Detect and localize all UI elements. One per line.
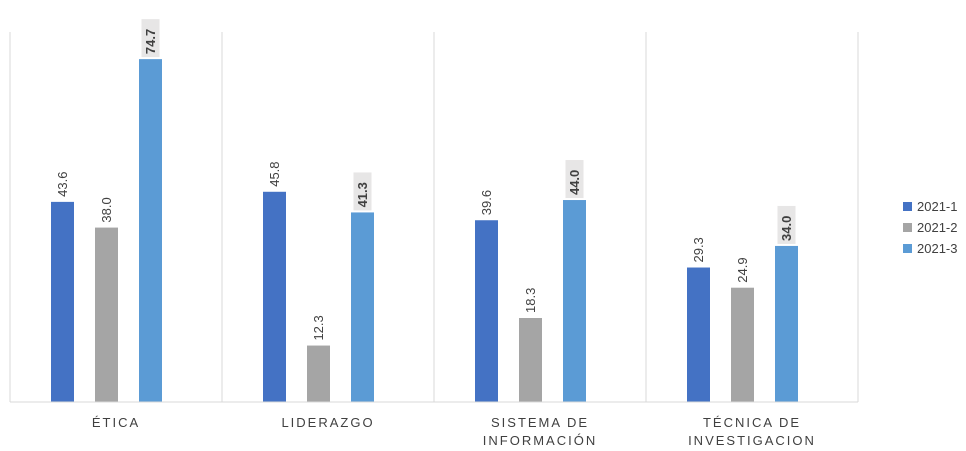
- legend-swatch-2021-3: [903, 244, 912, 253]
- data-label-background: [353, 172, 372, 211]
- data-label: 44.0: [567, 170, 582, 195]
- data-label: 38.0: [99, 197, 114, 222]
- data-label-background: [777, 205, 796, 244]
- legend-swatch-2021-2: [903, 223, 912, 232]
- bar-2021-2-2: [519, 318, 542, 402]
- bar-2021-3-2: [563, 200, 586, 402]
- legend-item-2021-1: 2021-1: [903, 196, 957, 217]
- data-label-group: 18.3: [523, 288, 538, 313]
- bars-layer: [51, 59, 798, 402]
- data-label-group: 12.3: [311, 315, 326, 340]
- data-label-group: 44.0: [565, 160, 584, 199]
- legend-item-2021-2: 2021-2: [903, 217, 957, 238]
- data-label-group: 45.8: [267, 161, 282, 186]
- legend-label-2021-3: 2021-3: [917, 241, 958, 256]
- data-labels-layer: 43.6 38.0 74.7 45.8 12.3 41.3 39.6 18.3 44.0 29.3…: [55, 19, 796, 341]
- data-label-background: [565, 160, 584, 199]
- category-label: INVESTIGACION: [688, 433, 816, 448]
- category-label: SISTEMA DE: [491, 415, 589, 430]
- bar-2021-1-2: [475, 220, 498, 402]
- bar-2021-3-0: [139, 59, 162, 402]
- data-label-group: 38.0: [99, 197, 114, 222]
- legend-label-2021-2: 2021-2: [917, 220, 958, 235]
- data-label: 18.3: [523, 288, 538, 313]
- legend-item-2021-3: 2021-3: [903, 238, 957, 259]
- data-label: 24.9: [735, 257, 750, 282]
- data-label: 39.6: [479, 190, 494, 215]
- bar-2021-3-3: [775, 245, 798, 402]
- data-label: 34.0: [779, 216, 794, 241]
- data-label: 12.3: [311, 315, 326, 340]
- bar-2021-1-1: [263, 191, 286, 402]
- category-label: LIDERAZGO: [281, 415, 374, 430]
- data-label-group: 41.3: [353, 172, 372, 211]
- data-label-background: [141, 19, 160, 58]
- bar-2021-2-0: [95, 227, 118, 402]
- bar-2021-2-1: [307, 345, 330, 402]
- data-label-group: 34.0: [777, 205, 796, 244]
- data-label-group: 24.9: [735, 257, 750, 282]
- category-label: INFORMACIÓN: [483, 433, 597, 448]
- data-label-group: 39.6: [479, 190, 494, 215]
- data-label: 43.6: [55, 172, 70, 197]
- data-label: 41.3: [355, 182, 370, 207]
- bar-2021-1-3: [687, 267, 710, 402]
- legend-swatch-2021-1: [903, 202, 912, 211]
- data-label-group: 74.7: [141, 19, 160, 58]
- category-separators: [9, 32, 859, 402]
- legend: 2021-1 2021-2 2021-3: [903, 196, 957, 259]
- bar-2021-1-0: [51, 201, 74, 402]
- legend-label-2021-1: 2021-1: [917, 199, 958, 214]
- category-label: ÉTICA: [92, 415, 140, 430]
- data-label: 29.3: [691, 237, 706, 262]
- data-label-group: 29.3: [691, 237, 706, 262]
- category-labels-layer: ÉTICA LIDERAZGO SISTEMA DE INFORMACIÓN TÉCNI…: [92, 415, 816, 448]
- category-label: TÉCNICA DE: [703, 415, 801, 430]
- data-label-group: 43.6: [55, 172, 70, 197]
- bar-2021-2-3: [731, 287, 754, 402]
- bar-2021-3-1: [351, 212, 374, 402]
- data-label: 45.8: [267, 161, 282, 186]
- data-label: 74.7: [143, 29, 158, 54]
